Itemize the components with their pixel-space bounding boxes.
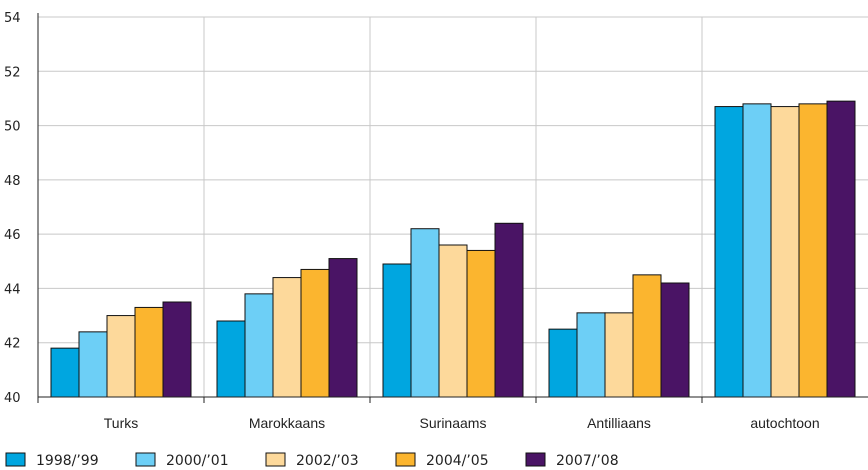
y-tick-label: 52 bbox=[4, 65, 21, 80]
y-tick-label: 42 bbox=[4, 337, 21, 352]
y-axis-ticks: 40 42 44 46 48 50 52 54 bbox=[4, 11, 21, 406]
x-category-label: Surinaams bbox=[420, 415, 487, 431]
bar bbox=[106, 315, 136, 398]
bar bbox=[134, 306, 164, 398]
bar bbox=[244, 293, 274, 398]
legend-label: 1998/’99 bbox=[36, 453, 99, 469]
bar bbox=[382, 263, 412, 398]
x-axis-categories: Turks Marokkaans Surinaams Antilliaans autoc… bbox=[104, 415, 820, 431]
bar bbox=[328, 258, 358, 398]
bar bbox=[300, 268, 330, 398]
bars bbox=[50, 100, 856, 398]
grid bbox=[38, 16, 868, 397]
bar bbox=[410, 228, 440, 398]
bar bbox=[632, 274, 662, 398]
bar bbox=[798, 103, 828, 398]
legend-label: 2007/’08 bbox=[556, 453, 619, 469]
y-tick-label: 44 bbox=[4, 282, 21, 297]
bar bbox=[742, 103, 772, 398]
axes bbox=[37, 13, 868, 403]
bar bbox=[466, 249, 496, 398]
bar bbox=[826, 100, 856, 398]
y-tick-label: 50 bbox=[4, 120, 21, 135]
x-category-label: Marokkaans bbox=[249, 415, 325, 431]
bar bbox=[576, 312, 606, 398]
x-category-label: Turks bbox=[104, 415, 138, 431]
bar bbox=[78, 331, 108, 398]
y-tick-label: 54 bbox=[4, 11, 21, 26]
bar bbox=[162, 301, 192, 398]
y-tick-label: 46 bbox=[4, 228, 21, 243]
bar bbox=[216, 320, 246, 398]
legend-swatch bbox=[395, 452, 416, 467]
x-category-label: autochtoon bbox=[750, 415, 819, 431]
legend-swatch bbox=[525, 452, 546, 467]
bar bbox=[604, 312, 634, 398]
legend-label: 2004/’05 bbox=[426, 453, 489, 469]
bar bbox=[714, 106, 744, 398]
bar bbox=[272, 277, 302, 398]
bar bbox=[548, 328, 578, 398]
bar bbox=[50, 347, 80, 398]
legend-swatch bbox=[5, 452, 26, 467]
legend-swatch bbox=[265, 452, 286, 467]
bar bbox=[438, 244, 468, 398]
y-tick-label: 48 bbox=[4, 174, 21, 189]
legend-swatch bbox=[135, 452, 156, 467]
legend: 1998/’99 2000/’01 2002/’03 2004/’05 2007/’08 bbox=[5, 452, 619, 469]
legend-label: 2002/’03 bbox=[296, 453, 359, 469]
bar bbox=[494, 222, 524, 398]
y-tick-label: 40 bbox=[4, 391, 21, 406]
x-category-label: Antilliaans bbox=[587, 415, 651, 431]
legend-label: 2000/’01 bbox=[166, 453, 229, 469]
bar bbox=[770, 106, 800, 398]
bar bbox=[660, 282, 690, 398]
